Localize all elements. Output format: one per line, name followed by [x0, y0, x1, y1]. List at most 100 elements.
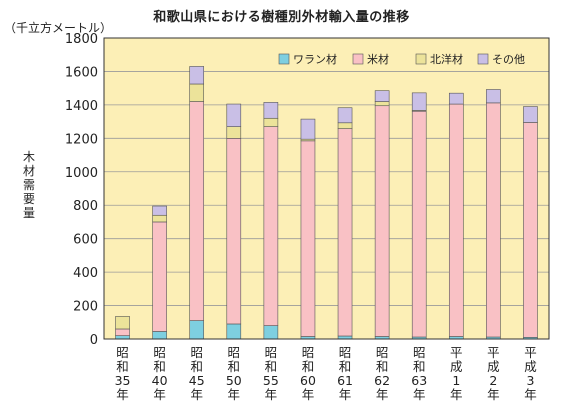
bar-segment — [152, 214, 167, 223]
plot-area — [104, 38, 549, 339]
bar-segment — [226, 323, 242, 340]
bar-segment — [189, 320, 205, 340]
x-tick-label: 和 — [376, 359, 389, 374]
x-tick-label: 63 — [411, 373, 427, 388]
x-tick-label: 62 — [374, 373, 390, 388]
bar-segment — [411, 92, 427, 111]
bar-segment — [152, 221, 167, 332]
x-tick-label: 61 — [337, 373, 353, 388]
x-tick-label: 35 — [115, 373, 131, 388]
x-tick-label: 成 — [524, 359, 537, 374]
legend-swatch — [352, 53, 364, 65]
x-tick-label: 和 — [265, 359, 278, 374]
bar-segment — [152, 331, 167, 340]
x-tick-label: 和 — [302, 359, 315, 374]
x-tick-label: 年 — [302, 387, 315, 402]
x-tick-label: 1 — [452, 373, 460, 388]
legend-entry: ワラン材 — [293, 52, 337, 66]
bar-segment — [374, 105, 390, 337]
y-tick-label: 1400 — [65, 99, 98, 114]
x-tick-label: 平 — [487, 345, 500, 360]
x-tick-label: 昭 — [302, 345, 315, 360]
x-tick-label: 和 — [190, 359, 203, 374]
bar-segment — [263, 102, 279, 119]
x-tick-label: 年 — [190, 387, 203, 402]
x-tick-label: 和 — [116, 359, 129, 374]
x-tick-label: 年 — [413, 387, 426, 402]
x-tick-label: 昭 — [413, 345, 426, 360]
bar-segment — [411, 110, 427, 338]
y-tick-label: 0 — [90, 333, 98, 348]
legend: ワラン材 米材 北洋材 その他 — [278, 52, 525, 66]
bar-segment — [337, 122, 353, 129]
x-tick-label: 年 — [450, 387, 463, 402]
bar-segment — [523, 106, 538, 123]
x-tick-label: 年 — [153, 387, 166, 402]
x-tick-label: 3 — [526, 373, 534, 388]
plot-frame — [103, 37, 550, 340]
x-tick-label: 55 — [263, 373, 279, 388]
bar-segment — [189, 66, 205, 85]
x-tick-label: 和 — [339, 359, 352, 374]
bar-segment — [523, 122, 538, 338]
x-tick-label: 年 — [524, 387, 537, 402]
y-tick-label: 200 — [73, 300, 98, 315]
bar-segment — [300, 118, 316, 140]
x-tick-label: 昭 — [228, 345, 241, 360]
unit-label: （千立方メートル） — [4, 21, 113, 35]
y-tick-label: 1800 — [65, 32, 98, 47]
x-tick-label: 45 — [189, 373, 205, 388]
y-tick-label: 600 — [73, 233, 98, 248]
x-tick-label: 40 — [152, 373, 168, 388]
x-tick-label: 昭 — [190, 345, 203, 360]
x-tick-label: 昭 — [116, 345, 129, 360]
x-tick-label: 平 — [524, 345, 537, 360]
x-tick-label: 和 — [413, 359, 426, 374]
x-tick-label: 昭 — [265, 345, 278, 360]
x-tick-label: 2 — [489, 373, 497, 388]
x-tick-label: 50 — [226, 373, 242, 388]
legend-entry: 米材 — [367, 52, 389, 66]
legend-swatch — [415, 53, 427, 65]
bar-segment — [337, 128, 353, 337]
bar-segment — [189, 83, 205, 102]
x-tick-label: 平 — [450, 345, 463, 360]
bar-segment — [263, 117, 279, 127]
bar-segment — [115, 316, 130, 330]
x-tick-label: 年 — [228, 387, 241, 402]
y-tick-label: 400 — [73, 266, 98, 281]
bar-segment — [263, 126, 279, 326]
bar-segment — [115, 328, 130, 336]
x-tick-label: 成 — [487, 359, 500, 374]
bar-segment — [448, 92, 464, 105]
y-tick-label: 1600 — [65, 65, 98, 80]
bar-segment — [374, 90, 390, 102]
x-tick-label: 年 — [487, 387, 500, 402]
x-tick-label: 昭 — [339, 345, 352, 360]
bar-segment — [189, 101, 205, 321]
chart-title: 和歌山県における樹種別外材輸入量の推移 — [153, 10, 410, 25]
x-tick-label: 和 — [228, 359, 241, 374]
bar-segment — [115, 335, 130, 340]
x-tick-label: 年 — [339, 387, 352, 402]
legend-swatch — [278, 53, 290, 65]
legend-swatch — [477, 53, 489, 65]
bar-segment — [152, 205, 167, 216]
x-tick-label: 和 — [153, 359, 166, 374]
bar-segment — [226, 103, 242, 127]
bar-segment — [337, 107, 353, 124]
y-tick-label: 800 — [73, 199, 98, 214]
bar-segment — [448, 103, 464, 337]
x-tick-label: 昭 — [153, 345, 166, 360]
x-tick-label: 成 — [450, 359, 463, 374]
x-tick-label: 年 — [376, 387, 389, 402]
bar-segment — [226, 126, 242, 139]
y-axis-label: 木材需要量 — [22, 150, 35, 220]
y-tick-label: 1000 — [65, 166, 98, 181]
bar-segment — [486, 89, 501, 104]
legend-entry: 北洋材 — [430, 52, 463, 66]
legend-entry: その他 — [492, 53, 525, 66]
x-tick-label: 年 — [116, 387, 129, 402]
bar-segment — [374, 101, 390, 107]
